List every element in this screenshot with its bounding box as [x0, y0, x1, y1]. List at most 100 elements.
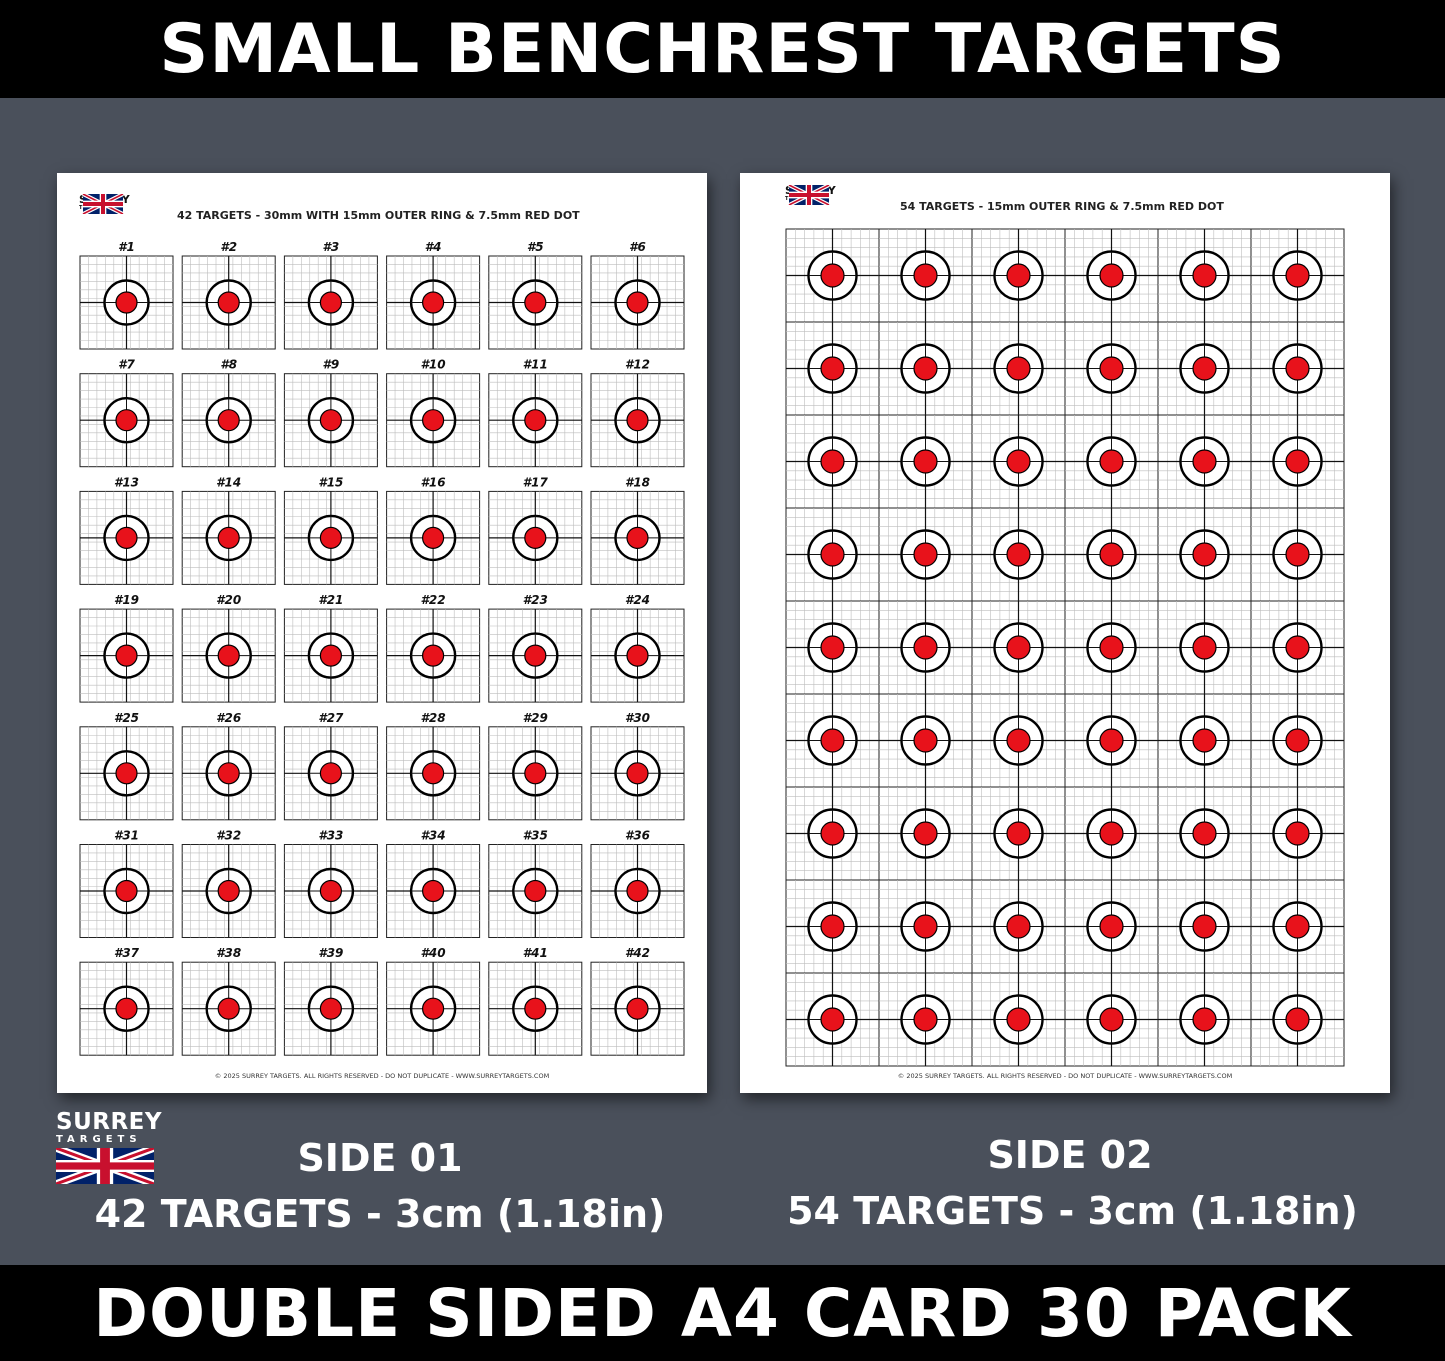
red-dot: [422, 409, 445, 432]
target-number: #26: [216, 711, 241, 725]
sheet-copyright: © 2025 SURREY TARGETS. ALL RIGHTS RESERV…: [214, 1072, 550, 1080]
target: [878, 693, 973, 788]
red-dot: [1285, 914, 1310, 939]
red-dot: [319, 409, 342, 432]
target: [386, 726, 481, 821]
red-dot: [1192, 728, 1217, 753]
red-dot: [626, 409, 649, 432]
red-dot: [1006, 914, 1031, 939]
target-number: #33: [318, 829, 343, 843]
target: [1250, 972, 1345, 1067]
target-number: #6: [629, 240, 646, 254]
target: [1064, 228, 1159, 323]
target-number: #41: [523, 946, 548, 960]
red-dot: [1192, 914, 1217, 939]
target: [79, 726, 174, 821]
red-dot: [422, 762, 445, 785]
target: [971, 693, 1066, 788]
red-dot: [1285, 449, 1310, 474]
red-dot: [1099, 449, 1124, 474]
target: [590, 373, 685, 468]
target: [590, 255, 685, 350]
target: [1064, 321, 1159, 416]
red-dot: [1192, 1007, 1217, 1032]
red-dot: [626, 526, 649, 549]
red-dot: [1099, 728, 1124, 753]
target-number: #30: [625, 711, 650, 725]
red-dot: [1006, 728, 1031, 753]
red-dot: [115, 879, 138, 903]
target: [590, 961, 685, 1056]
red-dot: [115, 409, 138, 432]
red-dot: [115, 291, 138, 314]
target: [971, 228, 1066, 323]
target-number: #11: [523, 358, 548, 372]
target: [181, 961, 276, 1056]
target-number: #27: [318, 711, 344, 725]
sheet-logo: SURREY TARGETS: [785, 185, 836, 205]
red-dot: [820, 1007, 845, 1032]
target: [488, 373, 583, 468]
target-number: #10: [421, 358, 446, 372]
target: [1250, 786, 1345, 881]
target: [181, 373, 276, 468]
target-number: #2: [220, 240, 237, 254]
target: [1250, 600, 1345, 695]
target: [971, 321, 1066, 416]
side-01-detail: 42 TARGETS - 3cm (1.18in): [94, 1192, 666, 1236]
red-dot: [1006, 449, 1031, 474]
target: [1250, 414, 1345, 509]
red-dot: [1006, 635, 1031, 660]
red-dot: [422, 644, 445, 667]
target: [590, 844, 685, 938]
target-number: #28: [421, 711, 446, 725]
red-dot: [1099, 821, 1124, 846]
target-number: #4: [425, 240, 442, 254]
red-dot: [820, 635, 845, 660]
target: [386, 961, 481, 1056]
red-dot: [422, 291, 445, 314]
target: [79, 373, 174, 468]
target: [590, 608, 685, 703]
target-number: #1: [118, 240, 135, 254]
sheet-copyright: © 2025 SURREY TARGETS. ALL RIGHTS RESERV…: [897, 1072, 1233, 1080]
red-dot: [1285, 821, 1310, 846]
target: [283, 608, 378, 703]
target: [79, 255, 174, 350]
brand-logo-word1: SURREY: [56, 1109, 163, 1135]
red-dot: [1099, 263, 1124, 288]
target: [181, 726, 276, 821]
target-number: #35: [523, 829, 548, 843]
red-dot: [820, 356, 845, 381]
red-dot: [1006, 1007, 1031, 1032]
target: [785, 786, 880, 881]
red-dot: [524, 526, 547, 549]
target: [785, 693, 880, 788]
target-number: #21: [318, 593, 343, 607]
target-number: #8: [220, 358, 237, 372]
sheet-logo: SURREY TARGETS: [79, 194, 130, 214]
target: [878, 414, 973, 509]
target-number: #13: [114, 475, 139, 489]
target-grid-side-01: #1 #2 #3 #4 #5 #6 #7 #8 #9 #10 #11 #12 #13 #14 #15 #16 #…: [79, 240, 685, 1056]
target: [79, 608, 174, 703]
target-grid-side-02: [785, 228, 1345, 1067]
red-dot: [820, 914, 845, 939]
red-dot: [422, 997, 445, 1020]
side-02-label: SIDE 02: [987, 1133, 1153, 1177]
target-number: #42: [625, 946, 650, 960]
brand-logo-word2: TARGETS: [56, 1134, 142, 1145]
target: [181, 608, 276, 703]
red-dot: [217, 879, 240, 903]
target: [1157, 507, 1252, 602]
target: [878, 879, 973, 974]
target-number: #9: [323, 358, 340, 372]
target-number: #12: [625, 358, 650, 372]
target: [79, 961, 174, 1056]
target-number: #36: [625, 829, 650, 843]
target-number: #17: [523, 475, 549, 489]
red-dot: [626, 291, 649, 314]
pack-description: DOUBLE SIDED A4 CARD 30 PACK: [0, 1265, 1445, 1361]
target: [283, 961, 378, 1056]
target: [971, 414, 1066, 509]
